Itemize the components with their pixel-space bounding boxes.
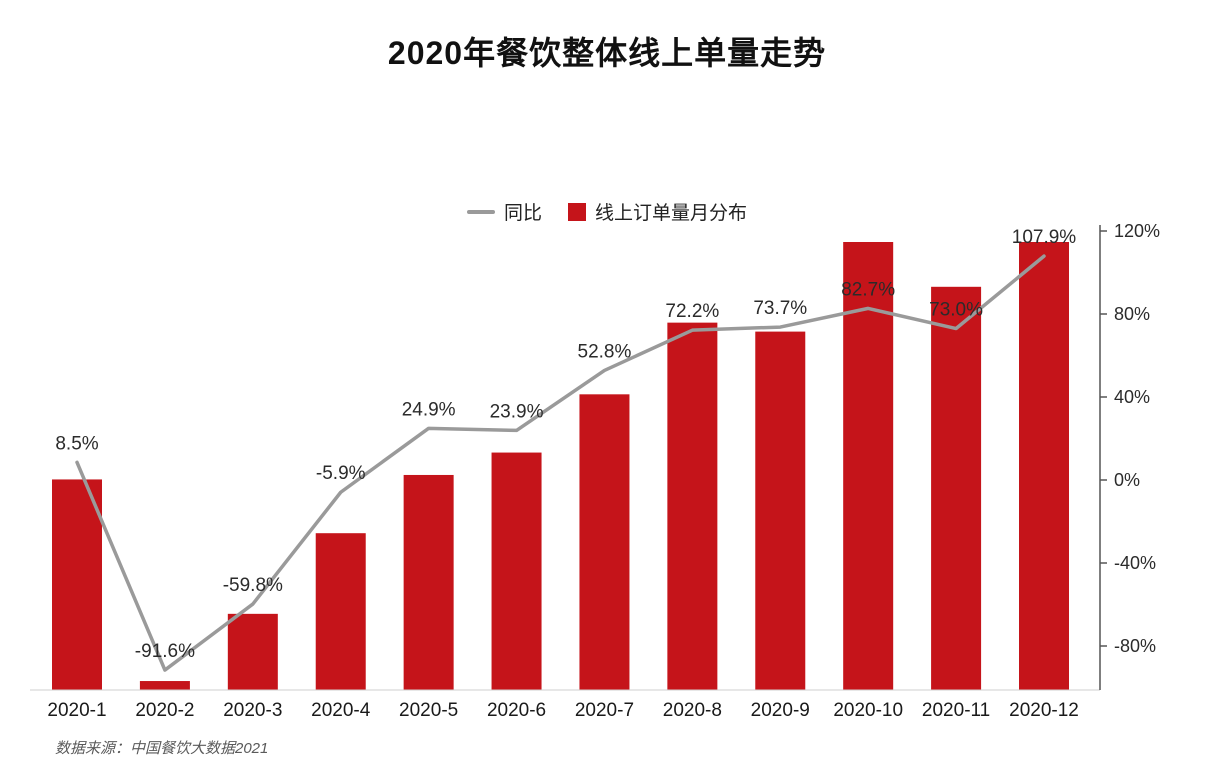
- bar-2020-12: [1019, 242, 1069, 690]
- x-axis-label: 2020-7: [575, 700, 634, 721]
- legend-line-label: 同比: [503, 203, 542, 224]
- line-data-label: 82.7%: [841, 279, 895, 300]
- bar-2020-5: [403, 474, 454, 690]
- x-axis-label: 2020-3: [223, 700, 282, 721]
- x-axis-label: 2020-4: [311, 700, 371, 721]
- x-axis-label: 2020-5: [399, 700, 458, 721]
- x-axis-label: 2020-1: [47, 700, 106, 721]
- x-axis-label: 2020-12: [1009, 700, 1079, 721]
- line-data-label: -91.6%: [135, 641, 195, 662]
- line-data-label: 73.0%: [929, 300, 983, 321]
- x-axis-label: 2020-8: [663, 700, 722, 721]
- bar-2020-7: [579, 394, 630, 690]
- line-data-label: 107.9%: [1012, 227, 1077, 248]
- line-data-label: 24.9%: [402, 399, 456, 420]
- line-series-swatch: [466, 209, 495, 214]
- legend: 同比 线上订单量月分布: [0, 198, 1214, 225]
- line-data-label: -5.9%: [316, 463, 366, 484]
- right-axis-tick-label: 0%: [1114, 470, 1140, 490]
- legend-item-line[interactable]: 同比: [466, 198, 542, 225]
- right-axis-tick-label: -80%: [1114, 636, 1156, 656]
- right-axis-tick-label: 80%: [1114, 304, 1150, 324]
- x-axis-label: 2020-6: [487, 700, 546, 721]
- bar-2020-6: [491, 452, 542, 690]
- line-data-label: -59.8%: [223, 575, 283, 596]
- bar-2020-8: [667, 322, 718, 690]
- bar-2020-2: [139, 681, 190, 690]
- chart-title: 2020年餐饮整体线上单量走势: [387, 35, 827, 71]
- bar-2020-1: [52, 479, 102, 690]
- bar-series-swatch: [568, 202, 586, 221]
- right-axis-tick-label: -40%: [1114, 553, 1156, 573]
- legend-item-bar[interactable]: 线上订单量月分布: [568, 198, 747, 225]
- line-data-label: 23.9%: [490, 401, 544, 422]
- bar-2020-4: [315, 533, 366, 690]
- x-axis-label: 2020-2: [135, 700, 194, 721]
- line-data-label: 52.8%: [578, 341, 632, 362]
- bar-2020-9: [755, 331, 806, 690]
- right-axis-tick-label: 40%: [1114, 387, 1150, 407]
- line-data-label: 72.2%: [665, 301, 719, 322]
- right-axis-tick-label: 120%: [1114, 221, 1160, 241]
- bar-2020-11: [931, 286, 982, 690]
- legend-bar-label: 线上订单量月分布: [595, 203, 748, 224]
- bar-2020-3: [227, 613, 278, 690]
- x-axis-label: 2020-10: [833, 700, 903, 721]
- x-axis-label: 2020-9: [751, 700, 810, 721]
- line-data-label: 73.7%: [753, 298, 807, 319]
- x-axis-label: 2020-11: [922, 700, 990, 721]
- yoy-line: [75, 254, 1046, 672]
- bar-2020-10: [843, 242, 894, 690]
- line-data-label: 8.5%: [55, 433, 98, 454]
- source-note: 数据来源：中国餐饮大数据2021: [55, 740, 269, 757]
